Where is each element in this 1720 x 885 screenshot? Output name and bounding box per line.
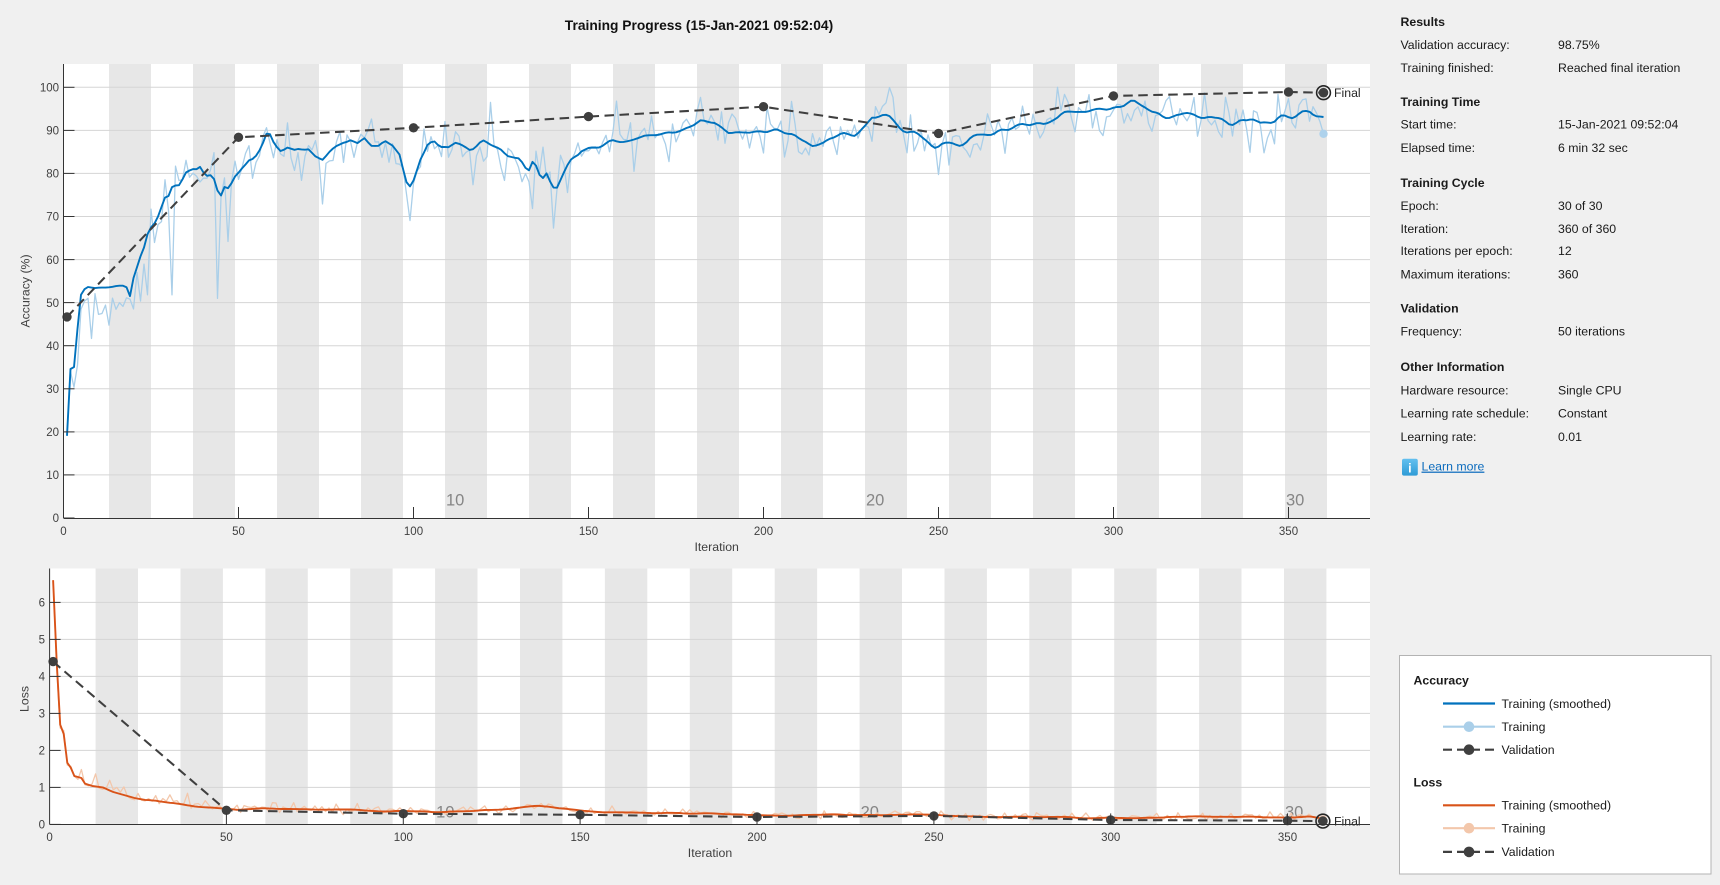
- svg-text:Accuracy: Accuracy: [1414, 674, 1470, 688]
- svg-text:50 iterations: 50 iterations: [1558, 325, 1625, 339]
- svg-text:i: i: [1408, 461, 1411, 475]
- svg-text:1: 1: [39, 783, 45, 795]
- svg-text:80: 80: [46, 169, 59, 181]
- svg-text:0: 0: [39, 820, 45, 832]
- svg-text:250: 250: [929, 526, 948, 538]
- svg-text:300: 300: [1101, 832, 1120, 844]
- svg-text:300: 300: [1104, 526, 1123, 538]
- svg-text:Iteration: Iteration: [694, 540, 739, 554]
- svg-text:Validation accuracy:: Validation accuracy:: [1401, 38, 1510, 52]
- svg-text:Learning rate schedule:: Learning rate schedule:: [1401, 407, 1530, 421]
- svg-text:150: 150: [571, 832, 590, 844]
- svg-text:Elapsed time:: Elapsed time:: [1401, 141, 1476, 155]
- svg-text:Training Progress (15-Jan-2021: Training Progress (15-Jan-2021 09:52:04): [565, 18, 833, 33]
- svg-text:5: 5: [39, 635, 45, 647]
- svg-text:Training finished:: Training finished:: [1401, 61, 1494, 75]
- svg-text:360 of 360: 360 of 360: [1558, 222, 1616, 236]
- svg-text:Training (smoothed): Training (smoothed): [1502, 697, 1612, 711]
- svg-text:6 min 32 sec: 6 min 32 sec: [1558, 141, 1628, 155]
- svg-text:250: 250: [924, 832, 943, 844]
- svg-text:12: 12: [1558, 244, 1572, 258]
- svg-text:Training Time: Training Time: [1401, 95, 1481, 109]
- svg-text:200: 200: [747, 832, 766, 844]
- svg-text:98.75%: 98.75%: [1558, 38, 1600, 52]
- svg-text:Validation: Validation: [1401, 302, 1459, 316]
- svg-text:Training: Training: [1502, 822, 1546, 836]
- svg-text:Training (smoothed): Training (smoothed): [1502, 799, 1612, 813]
- svg-text:20: 20: [861, 804, 879, 822]
- svg-text:Maximum iterations:: Maximum iterations:: [1401, 267, 1511, 281]
- svg-text:3: 3: [39, 709, 45, 721]
- svg-text:6: 6: [39, 598, 45, 610]
- svg-text:50: 50: [46, 298, 59, 310]
- svg-text:Validation: Validation: [1502, 743, 1555, 757]
- svg-text:20: 20: [866, 492, 884, 510]
- svg-text:100: 100: [40, 83, 59, 95]
- svg-text:4: 4: [39, 672, 46, 684]
- svg-text:30: 30: [46, 384, 59, 396]
- svg-text:10: 10: [46, 470, 59, 482]
- svg-text:0: 0: [53, 513, 59, 525]
- svg-text:Loss: Loss: [18, 686, 32, 712]
- svg-text:Hardware resource:: Hardware resource:: [1401, 383, 1509, 397]
- svg-text:Training Cycle: Training Cycle: [1401, 176, 1485, 190]
- svg-text:Validation: Validation: [1502, 845, 1555, 859]
- svg-text:60: 60: [46, 255, 59, 267]
- svg-text:30: 30: [1286, 492, 1304, 510]
- svg-text:100: 100: [404, 526, 423, 538]
- svg-text:360: 360: [1558, 267, 1579, 281]
- svg-text:Learn more: Learn more: [1422, 460, 1485, 474]
- svg-text:Single CPU: Single CPU: [1558, 383, 1622, 397]
- svg-text:200: 200: [754, 526, 773, 538]
- svg-text:Iteration:: Iteration:: [1401, 222, 1449, 236]
- svg-text:40: 40: [46, 341, 59, 353]
- svg-text:0.01: 0.01: [1558, 430, 1582, 444]
- svg-text:30 of 30: 30 of 30: [1558, 199, 1603, 213]
- svg-text:Iteration: Iteration: [688, 846, 733, 860]
- svg-text:Other Information: Other Information: [1401, 360, 1505, 374]
- svg-text:90: 90: [46, 126, 59, 138]
- svg-text:Results: Results: [1401, 15, 1446, 29]
- svg-text:Final: Final: [1334, 814, 1361, 828]
- svg-text:Iterations per epoch:: Iterations per epoch:: [1401, 244, 1513, 258]
- svg-text:20: 20: [46, 427, 59, 439]
- svg-text:150: 150: [579, 526, 598, 538]
- svg-text:Epoch:: Epoch:: [1401, 199, 1439, 213]
- svg-text:15-Jan-2021 09:52:04: 15-Jan-2021 09:52:04: [1558, 117, 1678, 131]
- svg-text:350: 350: [1278, 832, 1297, 844]
- svg-text:70: 70: [46, 212, 59, 224]
- svg-text:Loss: Loss: [1414, 775, 1443, 789]
- svg-text:350: 350: [1279, 526, 1298, 538]
- svg-text:Constant: Constant: [1558, 407, 1608, 421]
- svg-text:50: 50: [220, 832, 233, 844]
- svg-text:2: 2: [39, 746, 45, 758]
- svg-text:Learning rate:: Learning rate:: [1401, 430, 1477, 444]
- svg-text:50: 50: [232, 526, 245, 538]
- svg-text:Accuracy (%): Accuracy (%): [19, 254, 33, 327]
- svg-text:Training: Training: [1502, 720, 1546, 734]
- svg-text:0: 0: [46, 832, 52, 844]
- svg-text:Final: Final: [1334, 86, 1361, 100]
- svg-text:100: 100: [394, 832, 413, 844]
- svg-text:0: 0: [60, 526, 66, 538]
- svg-text:Frequency:: Frequency:: [1401, 325, 1463, 339]
- svg-text:Reached final iteration: Reached final iteration: [1558, 61, 1681, 75]
- svg-text:10: 10: [446, 492, 464, 510]
- svg-text:Start time:: Start time:: [1401, 117, 1457, 131]
